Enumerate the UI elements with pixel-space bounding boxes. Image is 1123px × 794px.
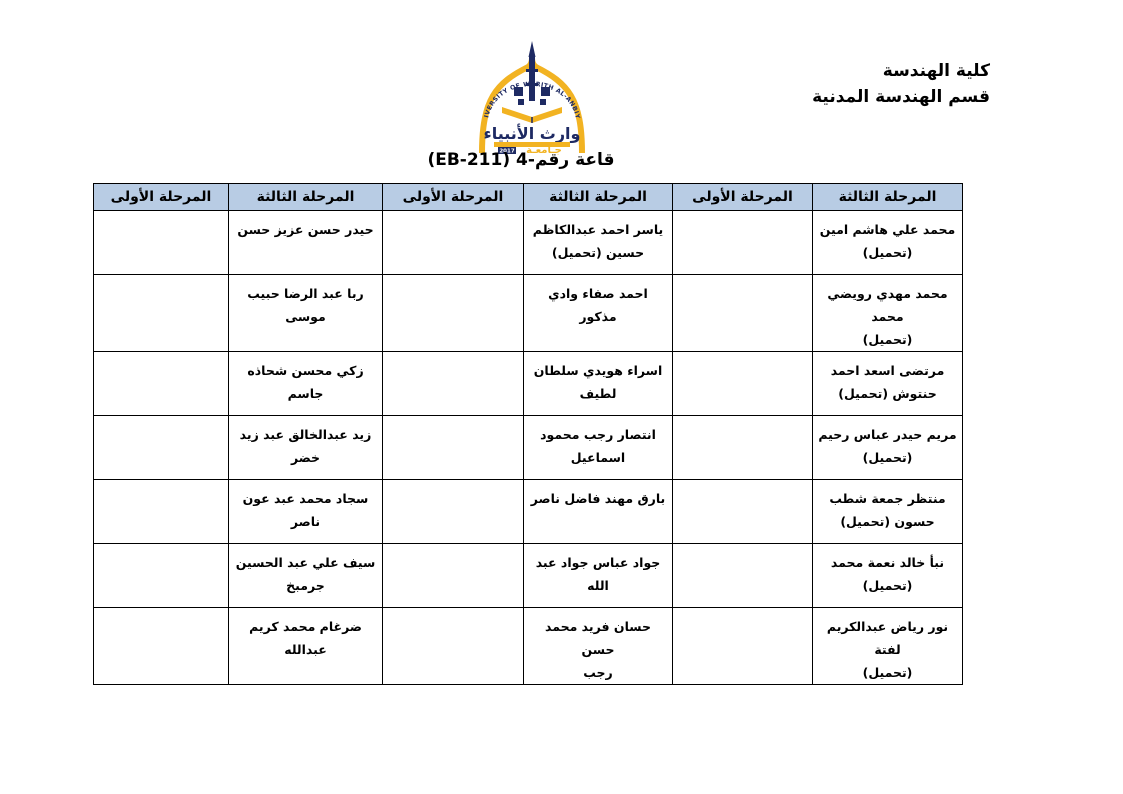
student-cell: محمد مهدي رويضي محمد (تحميل) [812,274,963,352]
student-cell [93,415,229,480]
student-cell: ياسر احمد عبدالكاظم حسين (تحميل) [523,210,673,275]
column-header-first-stage: المرحلة الأولى [672,183,813,211]
student-cell [382,415,524,480]
student-cell [672,415,813,480]
student-cell [672,274,813,352]
student-cell [93,210,229,275]
student-cell: حسان فريد محمد حسن رجب [523,607,673,685]
logo-band [494,142,570,147]
table-row: نور رياض عبدالكريم لفتة (تحميل) حسان فريد… [93,607,963,685]
exam-hall-roster-table: المرحلة الثالثة المرحلة الأولى المرحلة الث… [93,183,963,685]
university-logo: UNIVERSITY OF WARITH AL-ANBIYAA [455,36,606,156]
student-cell [382,210,524,275]
logo-year-chip [498,147,516,154]
student-cell: منتظر جمعة شطب حسون (تحميل) [812,479,963,544]
student-cell [93,479,229,544]
student-cell: سيف علي عبد الحسين جرمبخ [228,543,383,608]
student-cell [382,351,524,416]
student-cell: انتصار رجب محمود اسماعيل [523,415,673,480]
table-row: منتظر جمعة شطب حسون (تحميل) بارق مهند فاض… [93,479,963,544]
student-cell: نبأ خالد نعمة محمد (تحميل) [812,543,963,608]
student-cell: محمد علي هاشم امين (تحميل) [812,210,963,275]
table-row: محمد علي هاشم امين (تحميل) ياسر احمد عبدا… [93,210,963,275]
student-cell: مريم حيدر عباس رحيم (تحميل) [812,415,963,480]
column-header-third-stage: المرحلة الثالثة [523,183,673,211]
logo-minaret-icon [526,41,538,101]
table-row: نبأ خالد نعمة محمد (تحميل) جواد عباس جواد… [93,543,963,608]
table-body: محمد علي هاشم امين (تحميل) ياسر احمد عبدا… [93,210,963,685]
student-cell [382,274,524,352]
department-header: كلية الهندسة قسم الهندسة المدنية [812,58,990,110]
student-cell [672,607,813,685]
student-cell [382,607,524,685]
student-cell [93,351,229,416]
column-header-first-stage: المرحلة الأولى [382,183,524,211]
student-cell: ضرغام محمد كريم عبدالله [228,607,383,685]
student-cell [672,543,813,608]
column-header-first-stage: المرحلة الأولى [93,183,229,211]
table-row: محمد مهدي رويضي محمد (تحميل) احمد صفاء وا… [93,274,963,352]
student-cell: اسراء هويدي سلطان لطيف [523,351,673,416]
column-header-third-stage: المرحلة الثالثة [812,183,963,211]
student-cell [672,479,813,544]
logo-book-icon [502,107,562,123]
faculty-name: كلية الهندسة [882,61,990,81]
student-cell: جواد عباس جواد عبد الله [523,543,673,608]
student-cell: ربا عبد الرضا حبيب موسى [228,274,383,352]
student-cell [93,274,229,352]
logo-year: 2017 [499,149,514,155]
table-header-row: المرحلة الثالثة المرحلة الأولى المرحلة الث… [93,183,963,211]
student-cell: سجاد محمد عبد عون ناصر [228,479,383,544]
logo-arabic-name: وارث الأنبياء [484,124,581,143]
student-cell: زيد عبدالخالق عبد زيد خضر [228,415,383,480]
department-name: قسم الهندسة المدنية [812,87,990,107]
table-row: مريم حيدر عباس رحيم (تحميل) انتصار رجب مح… [93,415,963,480]
column-header-third-stage: المرحلة الثالثة [228,183,383,211]
student-cell [93,543,229,608]
student-cell: احمد صفاء وادي مذكور [523,274,673,352]
student-cell: بارق مهند فاضل ناصر [523,479,673,544]
student-cell: حيدر حسن عزيز حسن [228,210,383,275]
logo-kufic-motif [514,87,550,105]
student-cell [93,607,229,685]
logo-jamia-script: جـامعـة [526,145,562,155]
student-cell [672,210,813,275]
student-cell: مرتضى اسعد احمد حنتوش (تحميل) [812,351,963,416]
student-cell [672,351,813,416]
student-cell [382,479,524,544]
hall-title: قاعة رقم-4 (EB-211) [427,150,615,170]
university-logo-icon: UNIVERSITY OF WARITH AL-ANBIYAA [455,36,585,156]
table-row: مرتضى اسعد احمد حنتوش (تحميل) اسراء هويدي… [93,351,963,416]
student-cell: نور رياض عبدالكريم لفتة (تحميل) [812,607,963,685]
student-cell: زكي محسن شحاذه جاسم [228,351,383,416]
student-cell [382,543,524,608]
